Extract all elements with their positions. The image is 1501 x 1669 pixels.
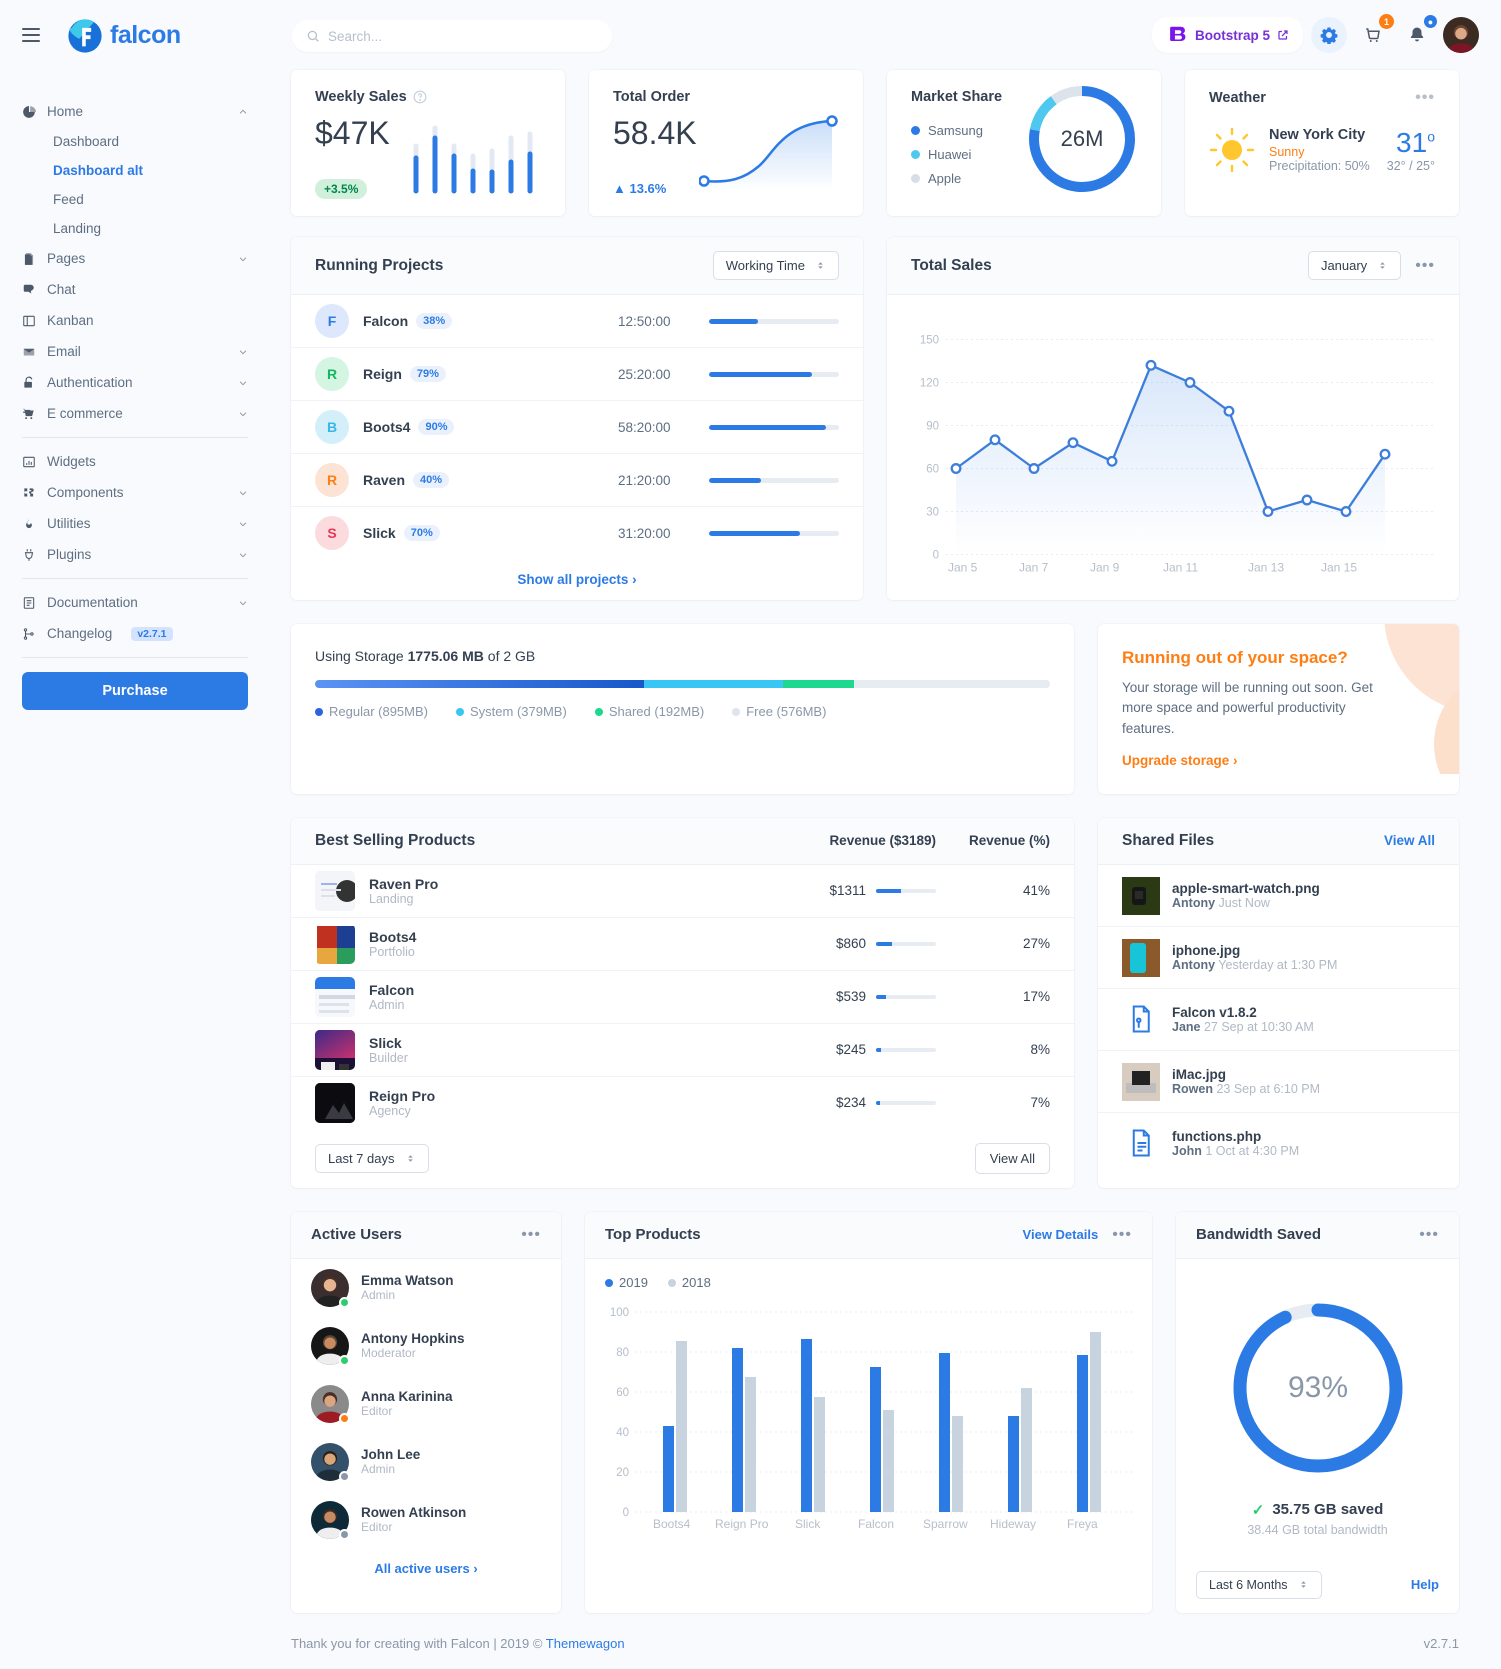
svg-text:120: 120 [920, 378, 939, 390]
svg-text:90: 90 [926, 421, 939, 433]
svg-text:Jan 11: Jan 11 [1163, 561, 1198, 575]
svg-text:Reign Pro: Reign Pro [715, 1517, 769, 1531]
svg-text:60: 60 [926, 464, 939, 476]
svg-text:Boots4: Boots4 [653, 1517, 691, 1531]
svg-text:26M: 26M [1061, 126, 1104, 151]
svg-text:Jan 9: Jan 9 [1090, 561, 1120, 575]
svg-text:Jan 15: Jan 15 [1321, 561, 1357, 575]
svg-text:40: 40 [616, 1427, 629, 1439]
svg-text:Falcon: Falcon [858, 1517, 894, 1531]
svg-text:Jan 7: Jan 7 [1019, 561, 1049, 575]
svg-text:93%: 93% [1287, 1371, 1347, 1404]
svg-text:Slick: Slick [795, 1517, 821, 1531]
svg-text:0: 0 [623, 1507, 629, 1519]
svg-text:80: 80 [616, 1347, 629, 1359]
svg-text:20: 20 [616, 1467, 629, 1479]
svg-text:150: 150 [920, 335, 939, 347]
svg-text:Sparrow: Sparrow [923, 1517, 968, 1531]
svg-text:60: 60 [616, 1387, 629, 1399]
svg-text:Hideway: Hideway [990, 1517, 1036, 1531]
svg-text:100: 100 [610, 1307, 629, 1319]
svg-text:Freya: Freya [1067, 1517, 1098, 1531]
svg-text:30: 30 [926, 507, 939, 519]
svg-text:Jan 13: Jan 13 [1248, 561, 1284, 575]
svg-text:Jan 5: Jan 5 [948, 561, 978, 575]
svg-text:0: 0 [933, 550, 939, 562]
